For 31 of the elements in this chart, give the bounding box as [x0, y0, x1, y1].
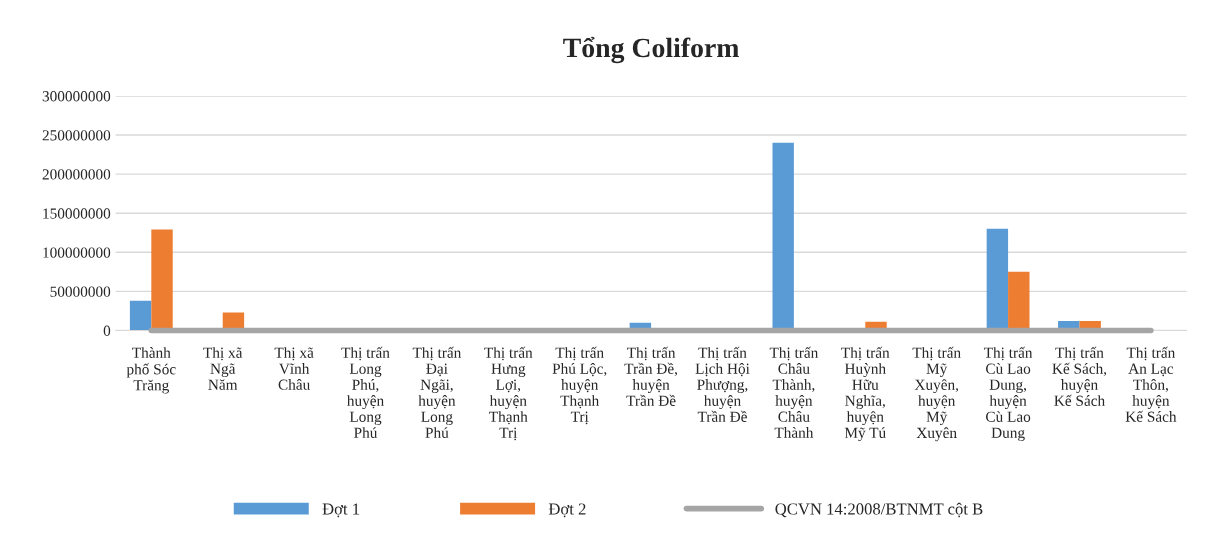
y-tick-label: 300000000 — [42, 91, 111, 102]
legend-label: Đợt 2 — [548, 503, 586, 518]
y-tick-label: 250000000 — [42, 130, 111, 141]
y-tick-label: 50000000 — [50, 286, 111, 297]
bar — [151, 229, 173, 331]
y-tick-label: 100000000 — [43, 247, 111, 258]
y-tick-label: 200000000 — [42, 169, 111, 180]
x-tick-label: Thị trấn Huỳnh Hữu Nghĩa, huyện Mỹ Tú — [841, 346, 890, 442]
x-tick-label: Thị trấn Châu Thành, huyện Châu Thành — [769, 346, 819, 438]
x-tick-label: Thị trấn Đại Ngãi, huyện Long Phú — [412, 346, 462, 438]
bar — [1008, 271, 1030, 331]
x-tick-label: Thành phố Sóc Trăng — [126, 347, 176, 394]
x-tick-label: Thị trấn An Lạc Thôn, huyện Kế Sách — [1125, 346, 1177, 422]
bar — [772, 142, 794, 331]
y-tick-label: 150000000 — [43, 208, 111, 219]
x-tick-label: Thị trấn Lịch Hội Phượng, huyện Trần Đề — [695, 346, 750, 422]
x-tick-label: Thị trấn Cù Lao Dung, huyện Cù Lao Dung — [983, 346, 1033, 442]
x-tick-label: Thị trấn Long Phú, huyện Long Phú — [341, 346, 390, 438]
bar — [129, 300, 152, 331]
y-tick-label: 0 — [103, 325, 111, 336]
chart-title: Tổng Coliform — [563, 36, 739, 64]
x-tick-label: Thị trấn Hưng Lợi, huyện Thạnh Trị — [484, 346, 533, 441]
legend-label: QCVN 14:2008/BTNMT cột B — [775, 502, 983, 518]
x-tick-label: Thị trấn Mỹ Xuyên, huyện Mỹ Xuyên — [912, 346, 961, 442]
x-tick-label: Thị trấn Trần Đề, huyện Trần Đề — [624, 346, 678, 406]
legend-label: Đợt 1 — [322, 503, 360, 518]
x-tick-label: Thị trấn Phú Lộc, huyện Thạnh Trị — [552, 346, 607, 425]
x-tick-label: Thị xã Vĩnh Châu — [274, 347, 314, 390]
x-tick-label: Thị trấn Kế Sách, huyện Kế Sách — [1052, 346, 1107, 406]
bar — [986, 228, 1009, 331]
x-tick-label: Thị xã Ngã Năm — [203, 347, 243, 390]
